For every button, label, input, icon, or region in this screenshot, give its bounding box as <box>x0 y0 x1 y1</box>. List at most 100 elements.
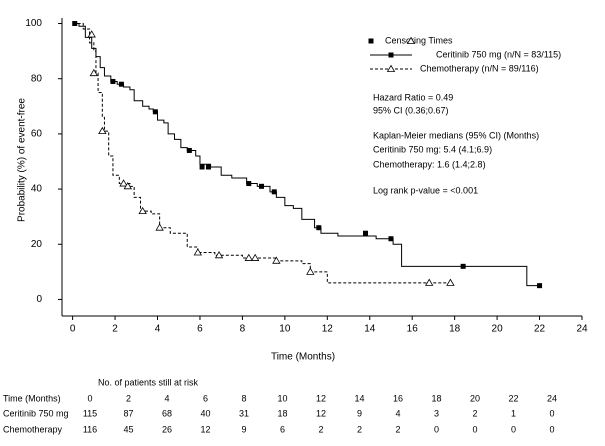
risk-count: 0 <box>549 408 554 418</box>
x-tick-label: 20 <box>492 324 504 335</box>
risk-time: 10 <box>277 393 287 403</box>
censor-mark <box>214 251 224 259</box>
censor-mark <box>244 253 253 261</box>
annotation: 95% CI (0.36;0.67) <box>373 105 449 115</box>
y-tick-label: 80 <box>31 73 43 84</box>
x-tick-label: 24 <box>576 324 588 335</box>
risk-count: 68 <box>162 408 172 418</box>
x-tick-label: 12 <box>322 324 334 335</box>
censor-mark <box>363 230 369 236</box>
censor-mark <box>446 278 455 286</box>
censor-mark <box>87 30 96 38</box>
x-tick-label: 22 <box>534 324 546 335</box>
survival-curve <box>72 23 453 284</box>
censor-mark <box>205 164 211 170</box>
x-tick-label: 6 <box>197 324 203 335</box>
risk-count: 3 <box>434 408 439 418</box>
y-tick-label: 40 <box>31 184 43 195</box>
risk-count: 115 <box>83 408 97 418</box>
risk-count: 2 <box>318 424 323 434</box>
censor-mark <box>306 267 315 275</box>
censor-mark <box>110 78 116 84</box>
risk-time: 22 <box>508 393 518 403</box>
censor-mark <box>246 181 252 187</box>
risk-time: 8 <box>241 393 246 403</box>
risk-count: 12 <box>200 424 210 434</box>
censor-mark <box>138 206 147 215</box>
annotation: Hazard Ratio = 0.49 <box>373 92 453 102</box>
legend-marker <box>388 52 394 58</box>
risk-title: No. of patients still at risk <box>98 377 199 387</box>
risk-header-label: Time (Months) <box>3 393 61 403</box>
legend-marker <box>368 38 374 44</box>
annotation: Kaplan-Meier medians (95% CI) (Months) <box>373 130 539 140</box>
risk-count: 0 <box>472 424 477 434</box>
risk-count: 4 <box>395 408 400 418</box>
risk-time: 18 <box>431 393 441 403</box>
censor-mark <box>155 223 164 231</box>
risk-count: 31 <box>239 408 249 418</box>
risk-time: 4 <box>164 393 169 403</box>
risk-count: 6 <box>280 424 285 434</box>
censor-mark <box>537 283 543 289</box>
annotation: Ceritinib 750 mg: 5.4 (4.1;6.9) <box>373 144 492 154</box>
x-axis-label: Time (Months) <box>271 352 335 363</box>
risk-count: 1 <box>511 408 516 418</box>
censor-mark <box>193 248 203 256</box>
legend-marker <box>386 64 396 72</box>
censor-mark <box>250 253 260 261</box>
risk-count: 12 <box>316 408 326 418</box>
x-tick-label: 4 <box>155 324 161 335</box>
censor-mark <box>152 109 158 115</box>
censor-mark <box>316 225 322 231</box>
risk-time: 6 <box>203 393 208 403</box>
x-tick-label: 0 <box>70 324 76 335</box>
y-tick-label: 60 <box>31 129 43 140</box>
censor-mark <box>118 81 124 87</box>
censor-mark <box>89 68 99 77</box>
risk-time: 14 <box>354 393 364 403</box>
censor-mark <box>388 236 394 242</box>
legend-censor-label: Censoring Times <box>385 35 453 45</box>
risk-count: 9 <box>357 408 362 418</box>
censor-mark <box>424 278 434 286</box>
x-tick-label: 16 <box>407 324 419 335</box>
risk-count: 0 <box>434 424 439 434</box>
censor-mark <box>123 182 132 190</box>
risk-row-label: Ceritinib 750 mg <box>3 408 69 418</box>
y-tick-label: 20 <box>31 239 43 250</box>
risk-count: 2 <box>395 424 400 434</box>
censor-mark <box>460 263 466 269</box>
y-tick-label: 100 <box>25 18 42 29</box>
x-tick-label: 18 <box>449 324 461 335</box>
annotation: Chemotherapy: 1.6 (1.4;2.8) <box>373 159 486 169</box>
x-tick-label: 14 <box>364 324 376 335</box>
censor-mark <box>119 179 128 187</box>
risk-time: 2 <box>126 393 131 403</box>
censor-mark <box>186 147 192 153</box>
censor-mark <box>259 183 265 189</box>
legend-label: Ceritinib 750 mg (n/N = 83/115) <box>436 49 561 59</box>
risk-row-label: Chemotherapy <box>3 424 63 434</box>
censor-mark <box>98 126 107 135</box>
risk-count: 45 <box>123 424 133 434</box>
risk-count: 116 <box>83 424 97 434</box>
x-tick-label: 2 <box>112 324 118 335</box>
risk-time: 12 <box>316 393 326 403</box>
x-tick-label: 10 <box>279 324 291 335</box>
annotation: Log rank p-value = <0.001 <box>373 185 478 195</box>
y-axis-label: Probability (%) of event-free <box>17 98 28 222</box>
censor-mark <box>199 164 205 170</box>
censor-mark <box>272 256 281 264</box>
risk-count: 0 <box>511 424 516 434</box>
y-tick-label: 0 <box>36 294 42 305</box>
legend-marker <box>406 36 416 44</box>
risk-count: 2 <box>472 408 477 418</box>
risk-count: 40 <box>200 408 210 418</box>
censor-mark <box>271 189 277 195</box>
risk-count: 87 <box>123 408 133 418</box>
legend-label: Chemotherapy (n/N = 89/116) <box>420 63 539 73</box>
x-tick-label: 8 <box>240 324 246 335</box>
risk-count: 26 <box>162 424 172 434</box>
